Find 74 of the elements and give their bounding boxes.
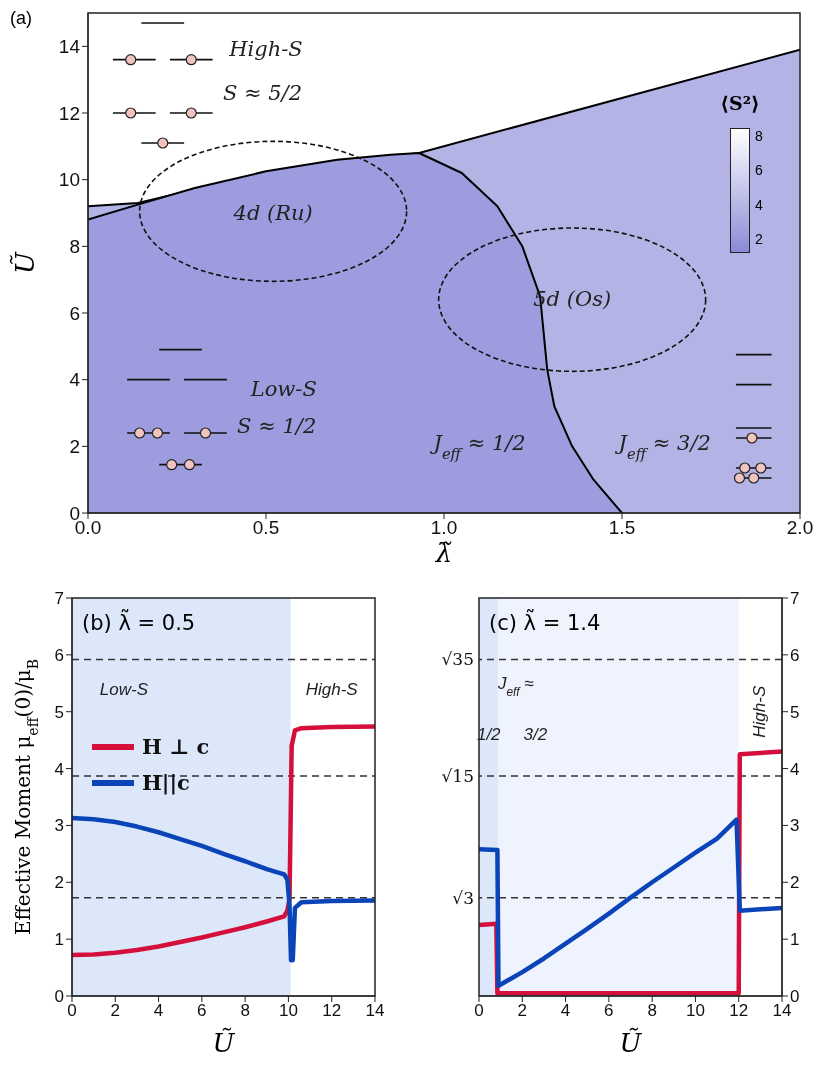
x-tick-label: 4 (560, 1001, 571, 1021)
x-tick-label: 4 (153, 1001, 164, 1021)
y-tick-label: 2 (54, 873, 64, 893)
y2-tick-label: 5 (790, 702, 800, 722)
y-tick-label: 2 (69, 436, 80, 458)
x-tick-label: 2 (517, 1001, 528, 1021)
y-tick-label: 6 (69, 302, 80, 324)
y-tick-label: 4 (69, 369, 81, 391)
y-tick-label: 14 (58, 36, 81, 58)
y2-tick-label: 6 (790, 645, 800, 665)
y-tick-label: 7 (54, 589, 64, 609)
x-tick-label: 0.5 (252, 517, 280, 539)
x-tick-label: 12 (322, 1001, 342, 1021)
line-series (479, 817, 782, 989)
annotation: Low-S (99, 679, 149, 699)
ref-line-label: √15 (441, 766, 474, 786)
legend-label: H||c (142, 770, 190, 795)
x-axis-title: Ũ (212, 1027, 236, 1058)
y2-tick-label: 2 (790, 873, 800, 893)
x-tick-label: 8 (240, 1001, 250, 1021)
x-tick-label: 1.0 (430, 517, 458, 539)
x-tick-label: 2 (110, 1001, 121, 1021)
text: (c) λ̃ = 1.4 (489, 608, 601, 635)
annotation: S ≈ 1/2 (237, 414, 317, 438)
legend-label: H ⊥ c (142, 734, 210, 759)
y-tick-label: 0 (54, 987, 64, 1007)
x-tick-label: 14 (772, 1001, 792, 1021)
chart-title: (a) (10, 8, 32, 28)
y-tick-label: 12 (58, 102, 80, 124)
x-tick-label: 6 (604, 1001, 614, 1021)
annotation: 2 (755, 231, 763, 247)
annotation: Low-S (249, 377, 317, 402)
y2-tick-label: 1 (790, 930, 800, 950)
y2-tick-label: 3 (790, 816, 800, 836)
annotation: J$_{eff}$ ≈ (496, 673, 535, 699)
x-tick-label: 14 (365, 1001, 385, 1021)
y-tick-label: 8 (69, 236, 80, 258)
y-tick-label: 1 (54, 930, 64, 950)
x-axis-title: λ̃ (434, 538, 453, 568)
annotation: 4d (Ru) (232, 200, 313, 225)
y-tick-label: 4 (54, 759, 64, 779)
y-tick-label: 5 (54, 702, 64, 722)
x-tick-label: 2.0 (786, 517, 814, 539)
y-tick-label: 3 (54, 816, 64, 836)
y2-tick-label: 0 (790, 987, 800, 1007)
x-axis-title: Ũ (619, 1027, 643, 1058)
line-series (72, 815, 375, 963)
x-tick-label: 10 (278, 1001, 298, 1021)
y-tick-label: 6 (54, 645, 64, 665)
x-tick-label: 6 (197, 1001, 207, 1021)
annotation: 6 (755, 162, 763, 179)
annotation: High-S (305, 679, 359, 699)
y-axis-title: Ũ (9, 250, 40, 274)
y2-tick-label: 7 (790, 589, 800, 609)
ref-line-label: √35 (441, 649, 474, 670)
annotation: S ≈ 5/2 (222, 80, 303, 105)
line-series (72, 724, 375, 958)
annotation: 8 (755, 128, 763, 144)
text: (b) λ̃ = 0.5 (82, 608, 196, 635)
x-tick-label: 8 (647, 1001, 657, 1021)
annotation: High-S (749, 685, 769, 738)
x-tick-label: 1.5 (608, 517, 636, 539)
x-tick-label: 12 (729, 1001, 749, 1021)
y2-tick-label: 4 (790, 759, 800, 779)
ref-line-label: √3 (452, 887, 474, 908)
annotation: J$_{eff}$ ≈ 3/2 (614, 430, 711, 462)
x-tick-label: 10 (685, 1001, 705, 1021)
annotation: ⟨S²⟩ (719, 92, 761, 114)
annotation: High-S (228, 37, 303, 62)
annotation: 4 (755, 196, 763, 213)
y-tick-label: 10 (58, 169, 80, 191)
x-tick-label: 0 (474, 1001, 484, 1021)
annotation: 3/2 (523, 725, 548, 745)
annotation: J$_{eff}$ ≈ 1/2 (429, 430, 526, 462)
